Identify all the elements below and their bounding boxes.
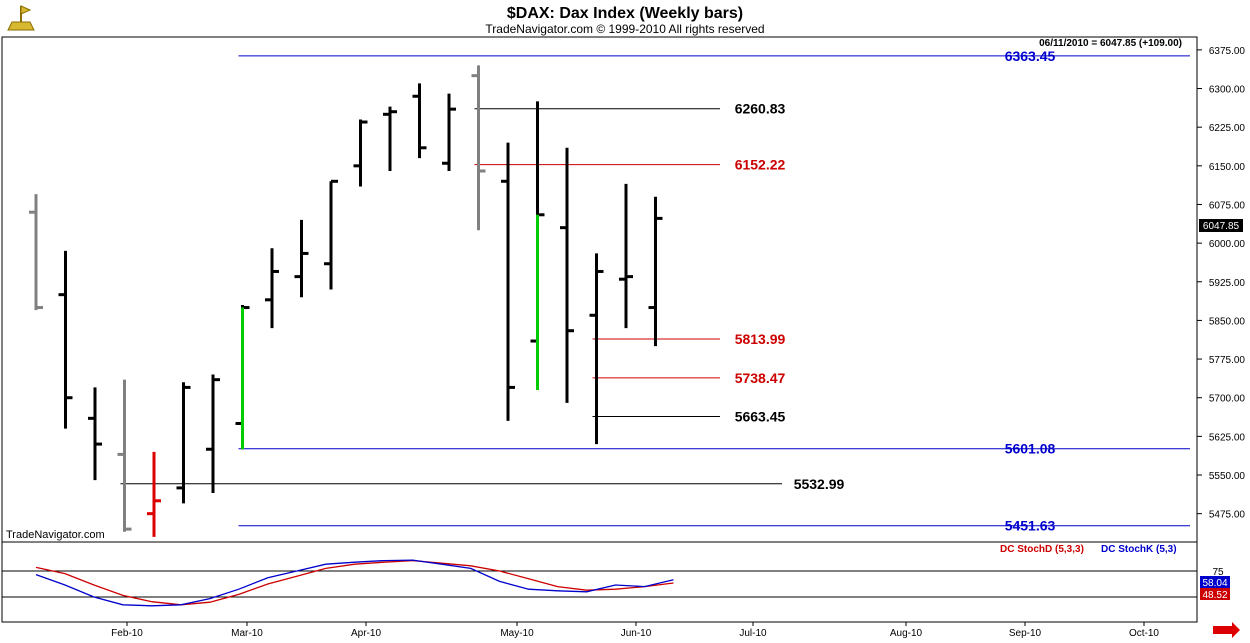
price-tick-label: 5625.00 (1209, 432, 1246, 443)
price-tick-label: 5700.00 (1209, 394, 1246, 405)
stoch-legend: DC StochD (5,3,3) DC StochK (5,3) (1000, 544, 1177, 555)
ohlc-bar (619, 183, 633, 329)
ohlc-bar (442, 93, 456, 171)
ohlc-bar (501, 142, 515, 421)
last-price-badge: 6047.85 (1199, 219, 1243, 232)
ohlc-bar (176, 382, 191, 504)
ohlc-bar (117, 379, 132, 532)
time-tick-label: May-10 (500, 628, 534, 639)
stoch-tick-label: 75 (1212, 567, 1224, 578)
ohlc-bar (206, 374, 220, 494)
ohlc-bar (58, 250, 73, 429)
scroll-right-arrow-icon[interactable] (1213, 622, 1240, 638)
price-tick-label: 6225.00 (1209, 123, 1246, 134)
price-tick-label: 5775.00 (1209, 355, 1246, 366)
price-tick-label: 6075.00 (1209, 200, 1246, 211)
price-tick-label: 6375.00 (1209, 46, 1246, 57)
ohlc-bar (589, 253, 604, 445)
price-tick-label: 5850.00 (1209, 316, 1246, 327)
stoch-series-line (35, 559, 674, 607)
price-tick-label: 6150.00 (1209, 162, 1246, 173)
level-label: 6260.83 (735, 101, 786, 117)
price-bars (29, 65, 663, 537)
price-panel (1, 36, 1198, 543)
ohlc-bar (471, 65, 486, 231)
last-bar-info: 06/11/2010 = 6047.85 (+109.00) (1039, 38, 1182, 49)
chart-copyright: TradeNavigator.com © 1999-2010 All right… (485, 22, 764, 36)
price-tick-label: 6000.00 (1209, 239, 1246, 250)
last-price-label: 6047.85 (1203, 221, 1240, 232)
ohlc-bar (530, 101, 545, 390)
ohlc-bar (648, 196, 663, 347)
ohlc-bar (265, 248, 279, 329)
ohlc-bar (353, 119, 368, 187)
ohlc-bar (294, 219, 309, 298)
time-tick-label: Aug-10 (890, 628, 923, 639)
time-tick-label: Oct-10 (1129, 628, 1159, 639)
stoch-series-line (35, 559, 674, 606)
logo-icon (7, 5, 35, 31)
price-axis: 6375.00 6300.00 6225.00 6150.00 6075.00 6000.… (1197, 46, 1245, 521)
time-tick-label: Apr-10 (351, 628, 381, 639)
ohlc-bar (383, 106, 397, 171)
ohlc-bar (324, 179, 338, 290)
price-tick-label: 5475.00 (1209, 510, 1246, 521)
price-tick-label: 6300.00 (1209, 85, 1246, 96)
time-tick-label: Sep-10 (1009, 628, 1042, 639)
stoch-value-badge (1200, 576, 1230, 588)
time-axis: Feb-10 Mar-10 Apr-10 May-10 Jun-10 Jul-10 Aug-… (111, 622, 1159, 639)
ohlc-bar (560, 147, 574, 403)
level-label: 5451.63 (1005, 518, 1056, 534)
ohlc-bar (88, 387, 102, 481)
ohlc-bar (235, 304, 250, 450)
level-label: 5738.47 (735, 370, 786, 386)
price-levels: 6363.45 6260.83 6152.22 5813.99 5738.47 5663.… (120, 48, 1190, 534)
time-tick-label: Mar-10 (231, 628, 263, 639)
level-label: 6363.45 (1005, 48, 1056, 64)
stoch-legend-item: DC StochD (5,3,3) (1000, 544, 1084, 555)
stoch-value-label: 48.52 (1202, 590, 1227, 601)
level-label: 5663.45 (735, 409, 786, 425)
stoch-legend-item: DC StochK (5,3) (1101, 544, 1177, 555)
watermark: TradeNavigator.com (6, 529, 105, 541)
stoch-value-badge (1200, 588, 1230, 600)
time-tick-label: Feb-10 (111, 628, 143, 639)
level-label: 5813.99 (735, 331, 786, 347)
level-label: 5532.99 (794, 476, 845, 492)
level-label: 5601.08 (1005, 441, 1056, 457)
ohlc-bar (412, 83, 427, 159)
stoch-value-label: 58.04 (1202, 578, 1227, 589)
price-tick-label: 5550.00 (1209, 471, 1246, 482)
time-tick-label: Jul-10 (739, 628, 767, 639)
price-tick-label: 5925.00 (1209, 278, 1246, 289)
ohlc-bar (147, 451, 161, 537)
time-tick-label: Jun-10 (621, 628, 652, 639)
stoch-panel (1, 541, 1198, 623)
level-label: 6152.22 (735, 157, 786, 173)
chart-title: $DAX: Dax Index (Weekly bars) (507, 5, 743, 22)
stoch-lines (35, 559, 674, 607)
ohlc-bar (29, 194, 43, 311)
